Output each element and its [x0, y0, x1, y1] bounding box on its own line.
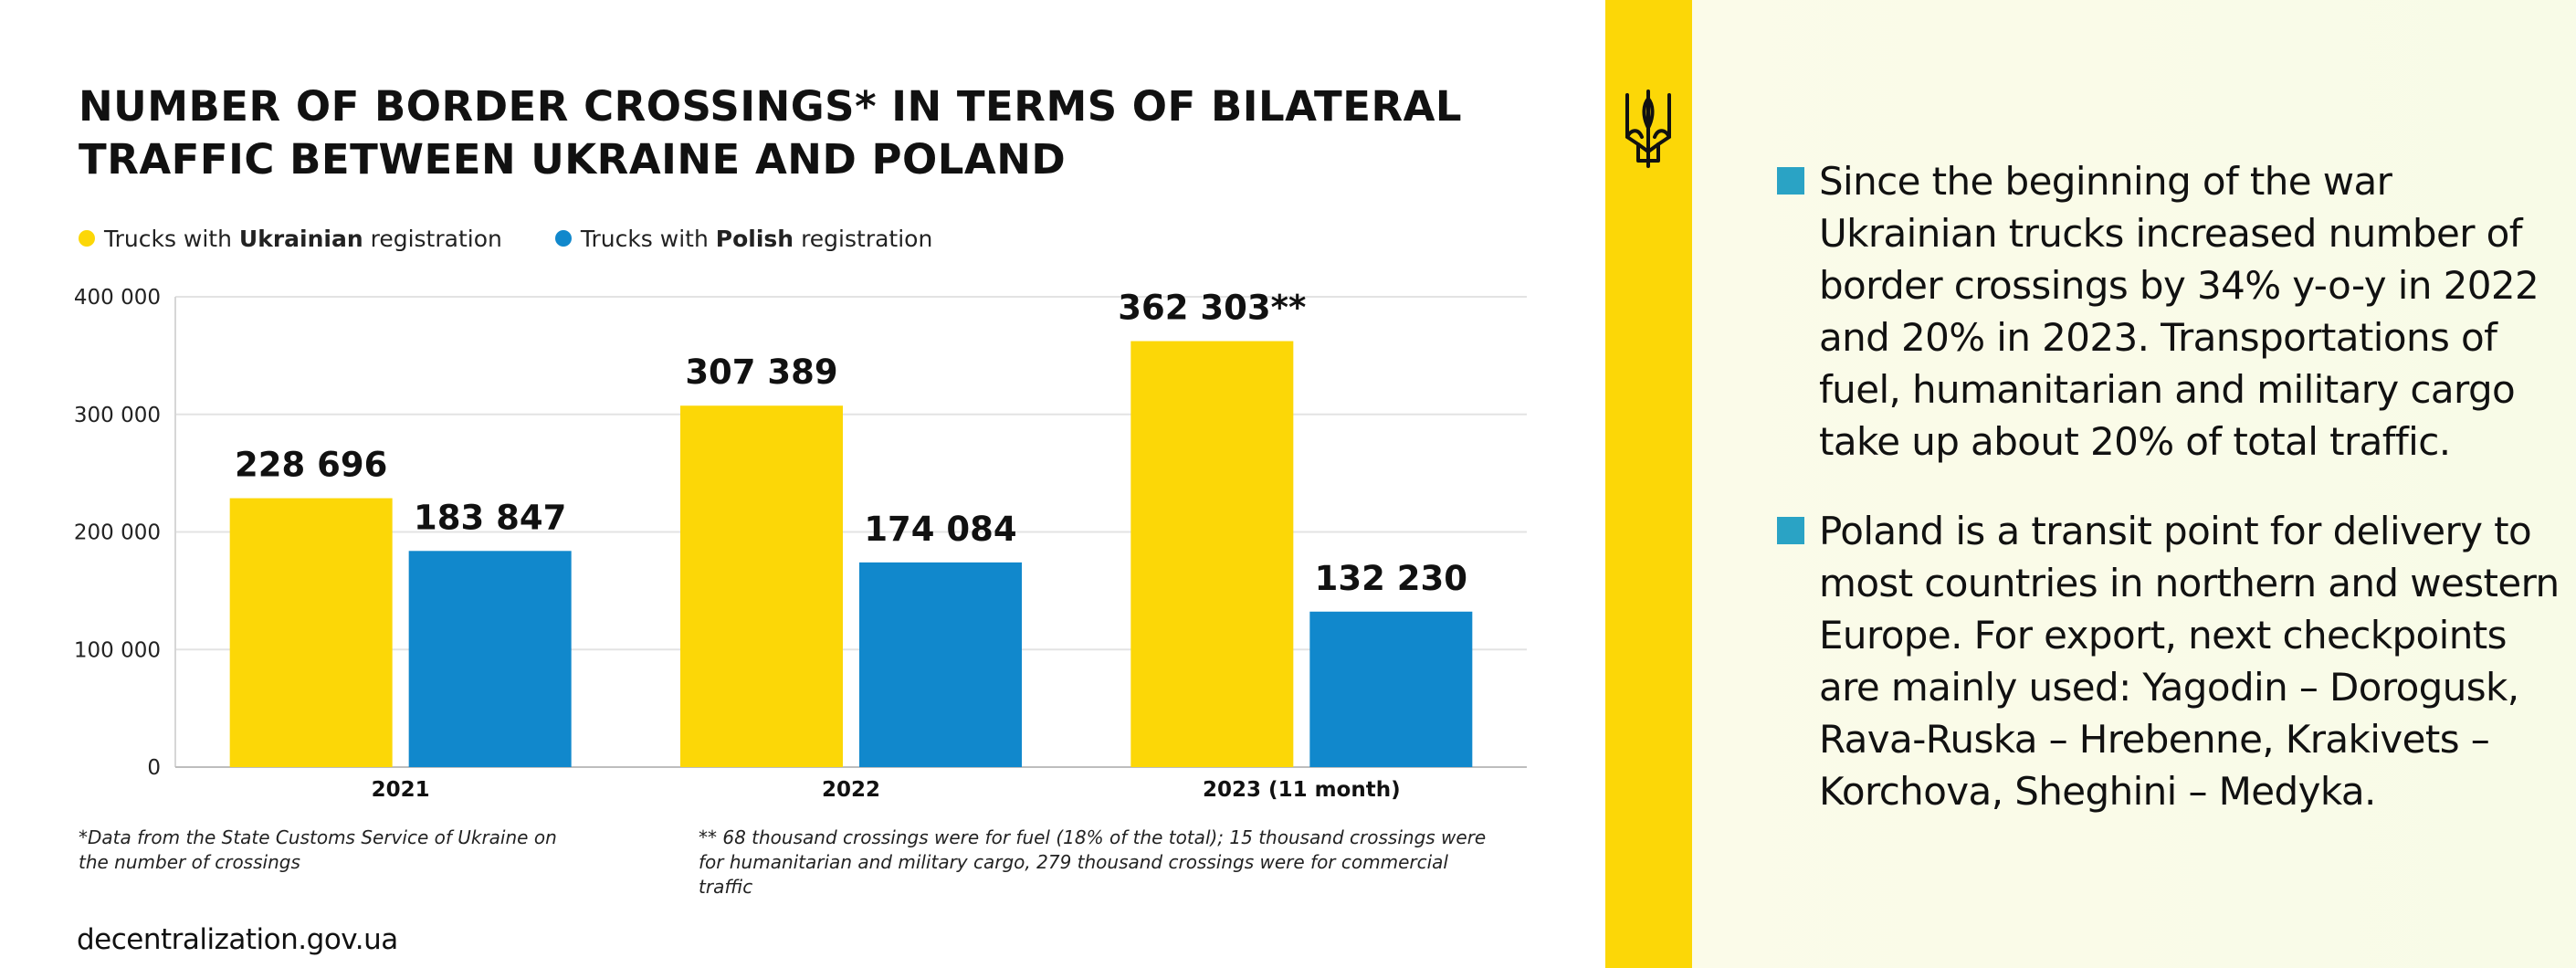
- bullet-item-war-traffic: Since the beginning of the war Ukrainian…: [1777, 155, 2571, 468]
- y-tick-label: 100 000: [74, 638, 161, 662]
- footnote-crossings-breakdown: ** 68 thousand crossings were for fuel (…: [699, 826, 1487, 898]
- legend-bold: Ukrainian: [238, 225, 363, 252]
- data-label: 132 230: [1315, 559, 1467, 598]
- y-tick-label: 400 000: [74, 286, 161, 310]
- x-tick-label: 2022: [822, 778, 880, 802]
- legend-prefix: Trucks with: [580, 225, 709, 252]
- y-tick-label: 0: [147, 756, 161, 780]
- bar: [229, 498, 393, 767]
- bullet-item-transit-point: Poland is a transit point for delivery t…: [1777, 505, 2571, 817]
- bullet-square-icon: [1777, 517, 1804, 544]
- bullet-text: Since the beginning of the war Ukrainian…: [1819, 159, 2539, 464]
- chart-title-line-2: TRAFFIC BETWEEN UKRAINE AND POLAND: [79, 135, 1067, 184]
- legend-item-polish: Trucks with Polish registration: [554, 225, 933, 252]
- data-label: 362 303**: [1118, 289, 1306, 328]
- legend-suffix: registration: [370, 225, 502, 252]
- data-label: 174 084: [864, 510, 1016, 549]
- trident-icon: [1625, 89, 1671, 168]
- x-tick-label: 2021: [372, 778, 430, 802]
- bar: [1130, 341, 1294, 767]
- bar-chart: 0 100 000 200 000 300 000 400 000 228 696 183 …: [74, 286, 1527, 802]
- bar: [859, 562, 1022, 767]
- y-tick-label: 300 000: [74, 404, 161, 427]
- y-tick-label: 200 000: [74, 521, 161, 545]
- bar: [680, 405, 843, 767]
- bar: [1309, 611, 1473, 767]
- legend-bold: Polish: [715, 225, 794, 252]
- legend-dot-polish: [554, 230, 572, 247]
- legend-suffix: registration: [801, 225, 933, 252]
- data-label: 183 847: [414, 498, 566, 537]
- text-panel: [1692, 0, 2576, 968]
- legend-dot-ukrainian: [79, 230, 95, 247]
- bar: [408, 551, 572, 767]
- chart-title: NUMBER OF BORDER CROSSINGS* IN TERMS OF …: [79, 80, 1540, 186]
- bullet-text: Poland is a transit point for delivery t…: [1819, 509, 2560, 814]
- source-url: decentralization.gov.ua: [77, 923, 398, 956]
- legend-item-ukrainian: Trucks with Ukrainian registration: [79, 226, 502, 252]
- footnote-data-source: *Data from the State Customs Service of …: [79, 826, 557, 873]
- legend-prefix: Trucks with: [104, 225, 232, 252]
- data-label: 307 389: [685, 352, 837, 392]
- chart-title-line-1: NUMBER OF BORDER CROSSINGS* IN TERMS OF …: [79, 82, 1463, 131]
- x-tick-label: 2023 (11 month): [1203, 778, 1401, 802]
- bullet-square-icon: [1777, 167, 1804, 195]
- data-label: 228 696: [235, 446, 387, 485]
- chart-legend: Trucks with Ukrainian registration Truck…: [79, 221, 985, 256]
